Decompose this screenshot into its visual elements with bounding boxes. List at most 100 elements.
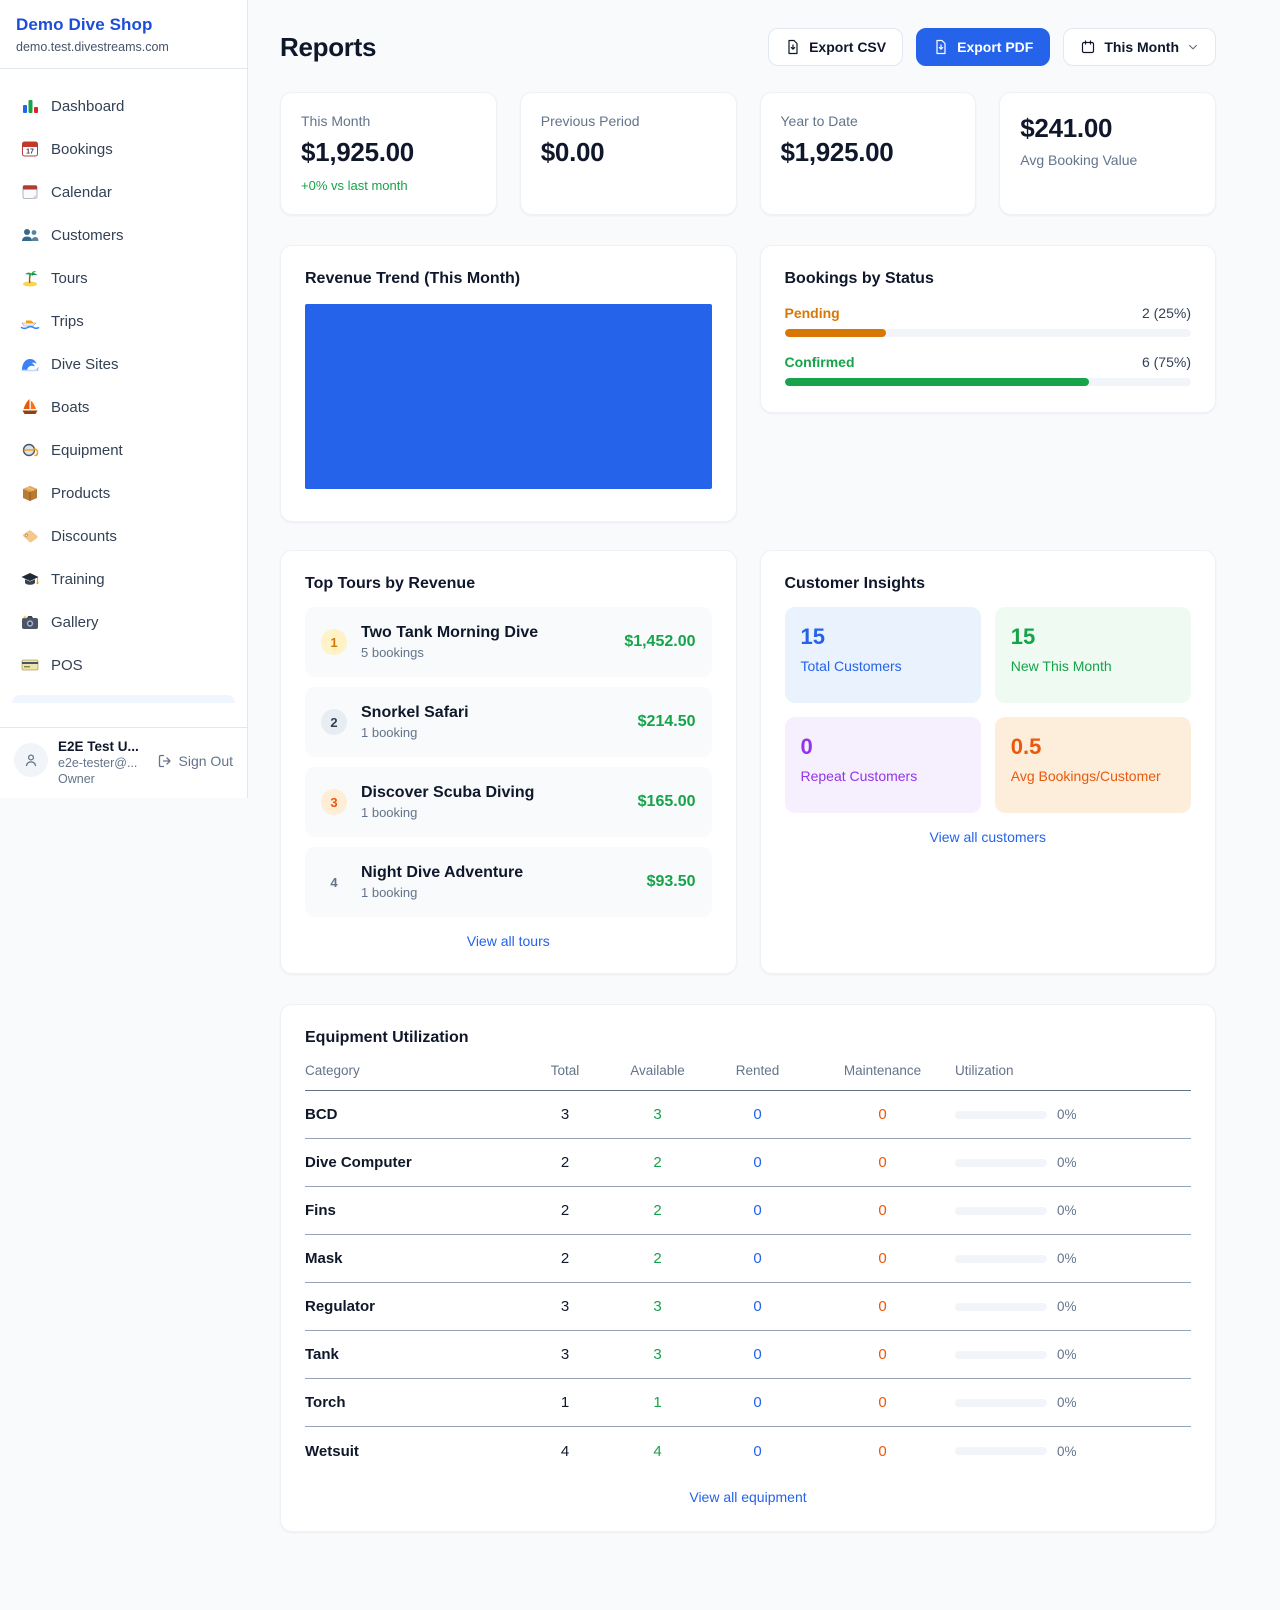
calendar-icon [20, 182, 40, 202]
cell-available: 1 [653, 1394, 662, 1411]
user-name: E2E Test U... [58, 739, 139, 754]
avatar [14, 743, 48, 777]
sidebar-nav: Dashboard 17 Bookings Calendar Customers [0, 69, 247, 727]
status-row-confirmed: Confirmed 6 (75%) [784, 354, 1191, 386]
brand-title: Demo Dive Shop [16, 15, 153, 34]
tour-row: 4 Night Dive Adventure 1 booking $93.50 [305, 847, 712, 917]
view-all-equipment-link[interactable]: View all equipment [689, 1489, 807, 1505]
cell-maintenance: 0 [878, 1394, 887, 1411]
utilization-bar [955, 1447, 1047, 1455]
cell-available: 2 [653, 1250, 662, 1267]
cell-utilization: 0% [955, 1251, 1191, 1266]
sidebar-item-products[interactable]: Products [12, 476, 235, 510]
period-dropdown[interactable]: This Month [1063, 28, 1216, 66]
tour-row: 3 Discover Scuba Diving 1 booking $165.0… [305, 767, 712, 837]
cell-rented: 0 [753, 1298, 762, 1315]
table-row: Fins 2 2 0 0 0% [305, 1187, 1191, 1235]
sidebar-item-trips[interactable]: Trips [12, 304, 235, 338]
tour-row: 2 Snorkel Safari 1 booking $214.50 [305, 687, 712, 757]
training-icon [20, 569, 40, 589]
export-csv-button[interactable]: Export CSV [768, 28, 904, 66]
stat-cards: This Month $1,925.00 +0% vs last month P… [280, 92, 1216, 215]
cell-total: 2 [560, 1250, 570, 1267]
utilization-bar [955, 1206, 1047, 1215]
table-row: BCD 3 3 0 0 0% [305, 1091, 1191, 1139]
sign-out-icon [158, 754, 171, 768]
brand: Demo Dive Shop demo.test.divestreams.com [0, 0, 247, 69]
cell-maintenance: 0 [878, 1202, 887, 1219]
view-all-customers-link[interactable]: View all customers [929, 829, 1046, 845]
cell-available: 2 [653, 1202, 662, 1219]
utilization-bar [955, 1350, 1047, 1359]
table-row: Dive Computer 2 2 0 0 0% [305, 1139, 1191, 1187]
brand-domain: demo.test.divestreams.com [16, 40, 169, 54]
cell-rented: 0 [753, 1250, 762, 1267]
sidebar-item-calendar[interactable]: Calendar [12, 175, 235, 209]
revenue-trend-chart [305, 304, 712, 489]
cell-available: 4 [653, 1442, 662, 1460]
insight-tile-new-this-month: 15 New This Month [994, 607, 1191, 703]
cell-category: Mask [305, 1250, 343, 1267]
cell-maintenance: 0 [878, 1154, 887, 1171]
cell-category: Wetsuit [305, 1442, 359, 1460]
sidebar-user: E2E Test U... e2e-tester@... Owner Sign … [0, 727, 247, 798]
cell-rented: 0 [753, 1442, 762, 1460]
bookings-by-status-title: Bookings by Status [784, 270, 934, 287]
cell-rented: 0 [753, 1202, 762, 1219]
sidebar-item-pos[interactable]: POS [12, 648, 235, 682]
cell-available: 2 [653, 1154, 662, 1171]
sidebar-item-discounts[interactable]: Discounts [12, 519, 235, 553]
cell-category: Regulator [305, 1298, 376, 1315]
sidebar-item-dive-sites[interactable]: Dive Sites [12, 347, 235, 381]
cell-utilization: 0% [955, 1155, 1191, 1170]
export-pdf-button[interactable]: Export PDF [916, 28, 1051, 66]
sign-out-button[interactable]: Sign Out [157, 753, 233, 769]
cell-category: BCD [305, 1106, 338, 1123]
table-row: Mask 2 2 0 0 0% [305, 1235, 1191, 1283]
sidebar-item-gallery[interactable]: Gallery [12, 605, 235, 639]
table-row: Regulator 3 3 0 0 0% [305, 1283, 1191, 1331]
cell-total: 2 [560, 1202, 570, 1219]
stat-delta: +0% vs last month [301, 178, 408, 193]
progress-fill-pending [784, 329, 887, 337]
user-email: e2e-tester@... [58, 756, 138, 770]
sidebar-item-bookings[interactable]: 17 Bookings [12, 132, 235, 166]
cell-available: 3 [653, 1298, 662, 1315]
equipment-utilization-card: Equipment Utilization Category Total Ava… [280, 1004, 1216, 1532]
top-tours-card: Top Tours by Revenue 1 Two Tank Morning … [280, 550, 737, 974]
cell-rented: 0 [753, 1106, 762, 1123]
user-role: Owner [58, 772, 95, 786]
view-all-tours-link[interactable]: View all tours [466, 933, 550, 949]
status-row-pending: Pending 2 (25%) [784, 305, 1191, 337]
stat-previous-period: Previous Period $0.00 [519, 92, 737, 215]
sidebar-item-boats[interactable]: Boats [12, 390, 235, 424]
stat-year-to-date: Year to Date $1,925.00 [759, 92, 977, 215]
insight-tile-total-customers: 15 Total Customers [784, 607, 981, 703]
cell-maintenance: 0 [878, 1298, 887, 1315]
cell-utilization: 0% [955, 1299, 1191, 1314]
sidebar-item-dashboard[interactable]: Dashboard [12, 89, 235, 123]
utilization-bar [955, 1398, 1047, 1407]
utilization-bar [955, 1158, 1047, 1167]
customers-icon [20, 225, 40, 245]
chevron-down-icon [1189, 44, 1197, 50]
cell-category: Torch [305, 1394, 346, 1411]
cell-maintenance: 0 [878, 1346, 887, 1363]
svg-text:17: 17 [26, 149, 34, 156]
rank-badge: 2 [321, 709, 347, 735]
sidebar-item-reports-partial[interactable] [12, 695, 235, 703]
sidebar: Demo Dive Shop demo.test.divestreams.com… [0, 0, 248, 798]
sidebar-item-customers[interactable]: Customers [12, 218, 235, 252]
cell-maintenance: 0 [878, 1250, 887, 1267]
equipment-utilization-title: Equipment Utilization [305, 1029, 469, 1046]
sidebar-item-training[interactable]: Training [12, 562, 235, 596]
sidebar-item-tours[interactable]: Tours [12, 261, 235, 295]
sidebar-item-equipment[interactable]: Equipment [12, 433, 235, 467]
person-icon [25, 754, 37, 767]
bookings-icon: 17 [20, 139, 40, 159]
file-download-icon [936, 39, 946, 55]
gallery-icon [20, 612, 40, 632]
utilization-bar [955, 1302, 1047, 1311]
insight-tile-avg-bookings: 0.5 Avg Bookings/Customer [994, 717, 1191, 813]
cell-total: 4 [560, 1442, 570, 1460]
